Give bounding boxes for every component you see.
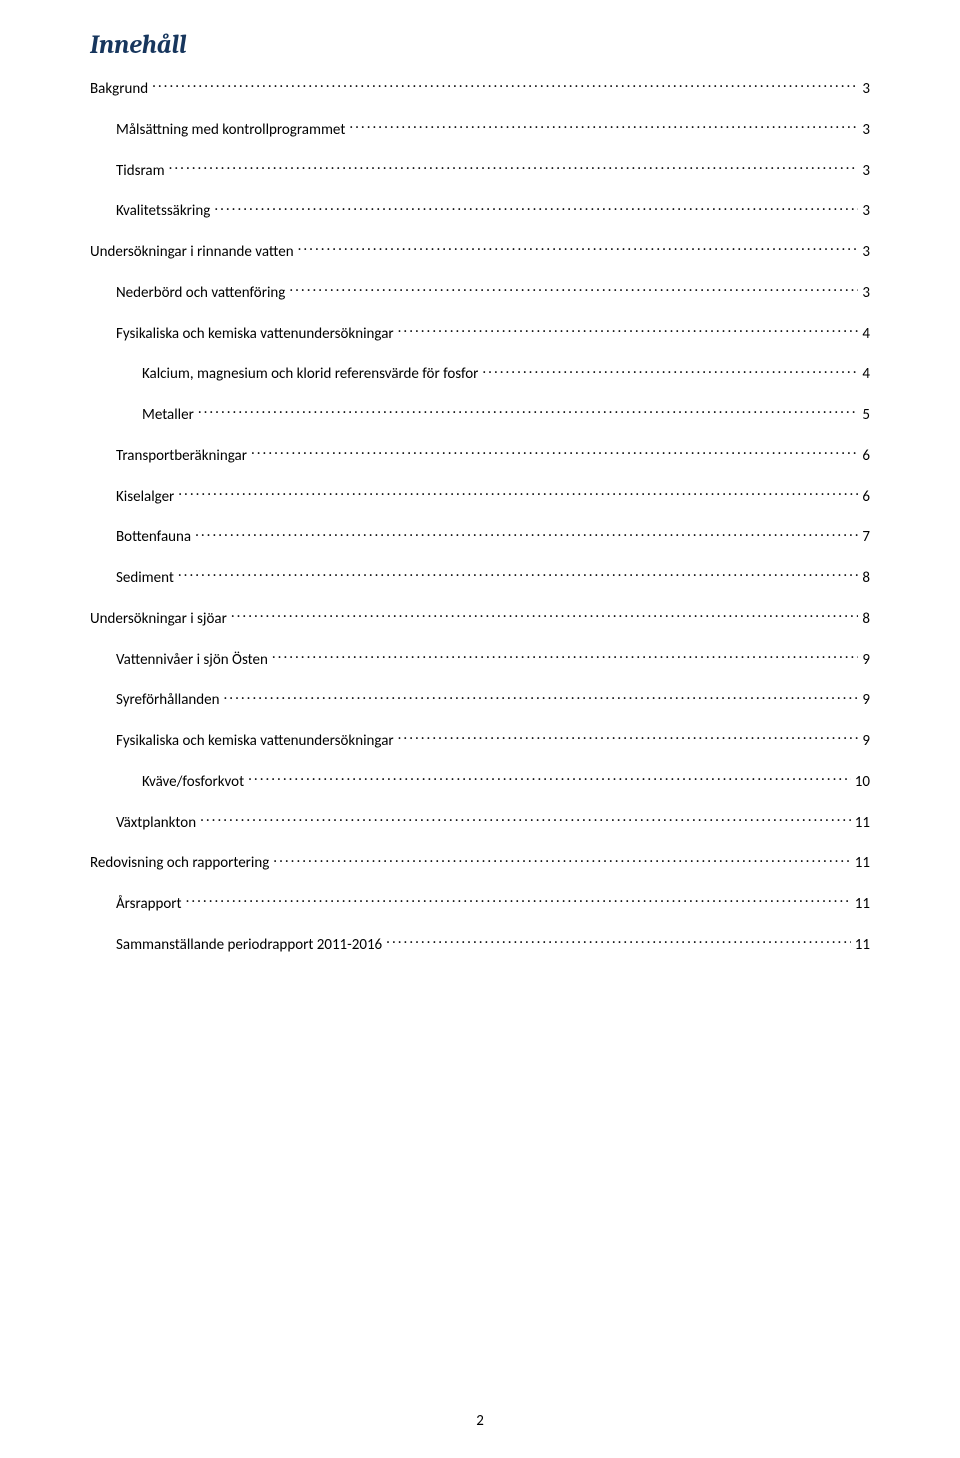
toc-leader — [198, 404, 859, 419]
toc-label: Undersökningar i rinnande vatten — [90, 243, 298, 262]
toc-label: Syreförhållanden — [116, 691, 224, 710]
toc-row: Årsrapport 11 — [90, 893, 870, 914]
toc-page: 11 — [851, 936, 870, 955]
toc-leader — [386, 934, 851, 949]
toc-title: Innehåll — [90, 30, 870, 60]
toc-page: 11 — [851, 895, 870, 914]
toc-row: Växtplankton 11 — [90, 812, 870, 833]
toc-page: 3 — [858, 80, 870, 99]
toc-leader — [248, 771, 851, 786]
toc-row: Bakgrund 3 — [90, 78, 870, 99]
toc-row: Redovisning och rapportering 11 — [90, 852, 870, 873]
toc-leader — [273, 852, 850, 867]
toc-page: 5 — [858, 406, 870, 425]
toc-row: Fysikaliska och kemiska vattenundersökni… — [90, 730, 870, 751]
toc-row: Syreförhållanden 9 — [90, 689, 870, 710]
toc-row: Kiselalger 6 — [90, 486, 870, 507]
toc-page: 3 — [858, 162, 870, 181]
toc-leader — [349, 119, 858, 134]
toc-page: 8 — [858, 610, 870, 629]
page-number: 2 — [0, 1412, 960, 1430]
toc-row: Fysikaliska och kemiska vattenundersökni… — [90, 323, 870, 344]
toc-page: 11 — [851, 814, 870, 833]
toc-row: Metaller 5 — [90, 404, 870, 425]
toc-leader — [251, 445, 858, 460]
toc-leader — [195, 526, 858, 541]
toc-row: Nederbörd och vattenföring 3 — [90, 282, 870, 303]
toc-leader — [398, 730, 859, 745]
toc-page: 9 — [858, 732, 870, 751]
toc-label: Undersökningar i sjöar — [90, 610, 231, 629]
toc-label: Metaller — [142, 406, 198, 425]
toc-page: 3 — [858, 121, 870, 140]
toc-label: Tidsram — [116, 162, 169, 181]
toc-label: Fysikaliska och kemiska vattenundersökni… — [116, 325, 398, 344]
toc-leader — [186, 893, 851, 908]
toc-page: 9 — [858, 651, 870, 670]
toc-page: 9 — [858, 691, 870, 710]
toc-row: Målsättning med kontrollprogrammet 3 — [90, 119, 870, 140]
toc-leader — [169, 160, 859, 175]
toc-leader — [482, 363, 858, 378]
toc-leader — [178, 567, 859, 582]
toc-label: Nederbörd och vattenföring — [116, 284, 289, 303]
toc-row: Vattennivåer i sjön Östen 9 — [90, 649, 870, 670]
toc-row: Kvalitetssäkring 3 — [90, 200, 870, 221]
toc-leader — [298, 241, 859, 256]
toc-label: Bottenfauna — [116, 528, 195, 547]
toc-row: Transportberäkningar 6 — [90, 445, 870, 466]
toc-leader — [200, 812, 851, 827]
toc-page: 6 — [858, 488, 870, 507]
toc-leader — [272, 649, 859, 664]
toc-leader — [224, 689, 859, 704]
toc-page: 6 — [858, 447, 870, 466]
toc-page: 3 — [858, 202, 870, 221]
toc-page: 11 — [851, 854, 870, 873]
toc-label: Årsrapport — [116, 895, 186, 914]
toc-leader — [289, 282, 858, 297]
document-page: Innehåll Bakgrund3Målsättning med kontro… — [0, 0, 960, 1458]
toc-page: 3 — [858, 284, 870, 303]
toc-page: 10 — [851, 773, 870, 792]
toc-label: Bakgrund — [90, 80, 152, 99]
toc-leader — [398, 323, 859, 338]
toc-leader — [231, 608, 859, 623]
toc-label: Sammanställande periodrapport 2011-2016 — [116, 936, 386, 955]
toc-label: Målsättning med kontrollprogrammet — [116, 121, 349, 140]
toc-row: Kalcium, magnesium och klorid referensvä… — [90, 363, 870, 384]
toc-leader — [214, 200, 858, 215]
toc-row: Kväve/fosforkvot 10 — [90, 771, 870, 792]
toc-label: Växtplankton — [116, 814, 200, 833]
toc-row: Sediment 8 — [90, 567, 870, 588]
toc-label: Kvalitetssäkring — [116, 202, 214, 221]
table-of-contents: Bakgrund3Målsättning med kontrollprogram… — [90, 78, 870, 955]
toc-row: Undersökningar i rinnande vatten 3 — [90, 241, 870, 262]
toc-page: 8 — [858, 569, 870, 588]
toc-row: Bottenfauna 7 — [90, 526, 870, 547]
toc-page: 4 — [858, 365, 870, 384]
toc-row: Sammanställande periodrapport 2011-2016 1… — [90, 934, 870, 955]
toc-label: Sediment — [116, 569, 178, 588]
toc-leader — [152, 78, 858, 93]
toc-row: Tidsram 3 — [90, 160, 870, 181]
toc-label: Kväve/fosforkvot — [142, 773, 248, 792]
toc-label: Kalcium, magnesium och klorid referensvä… — [142, 365, 482, 384]
toc-page: 7 — [858, 528, 870, 547]
toc-label: Fysikaliska och kemiska vattenundersökni… — [116, 732, 398, 751]
toc-leader — [178, 486, 858, 501]
toc-label: Vattennivåer i sjön Östen — [116, 651, 272, 670]
toc-label: Kiselalger — [116, 488, 178, 507]
toc-label: Transportberäkningar — [116, 447, 251, 466]
toc-label: Redovisning och rapportering — [90, 854, 273, 873]
toc-page: 3 — [858, 243, 870, 262]
toc-page: 4 — [858, 325, 870, 344]
toc-row: Undersökningar i sjöar 8 — [90, 608, 870, 629]
